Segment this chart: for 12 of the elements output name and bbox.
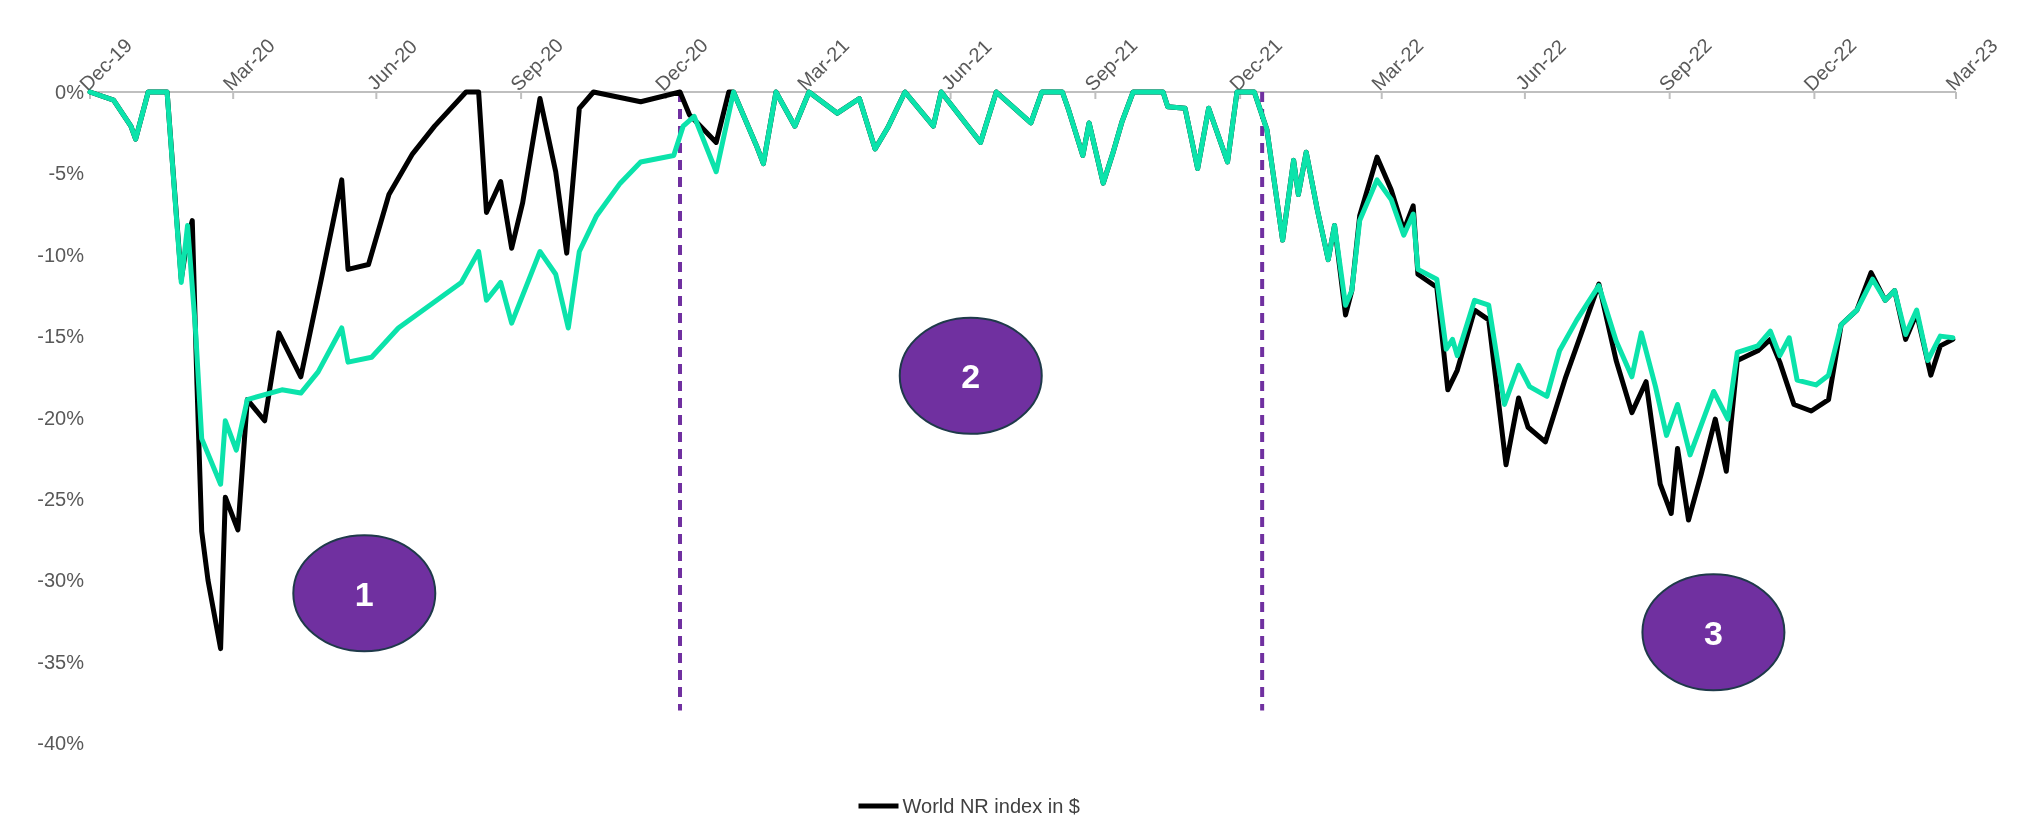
y-tick-label: -30% [37, 569, 85, 592]
y-tick-label: -35% [37, 650, 85, 673]
annotation: 3 [1703, 613, 1723, 652]
y-tick-label: -5% [48, 162, 85, 185]
y-tick-label: -40% [37, 732, 85, 754]
y-tick-label: -25% [37, 487, 85, 510]
y-tick-label: -10% [37, 243, 85, 266]
y-tick-label: -15% [37, 325, 85, 348]
annotation: 2 [961, 357, 981, 396]
legend-label: World NR index in $ [902, 795, 1080, 817]
y-tick-label: -20% [37, 406, 85, 429]
annotation: 1 [354, 574, 374, 613]
